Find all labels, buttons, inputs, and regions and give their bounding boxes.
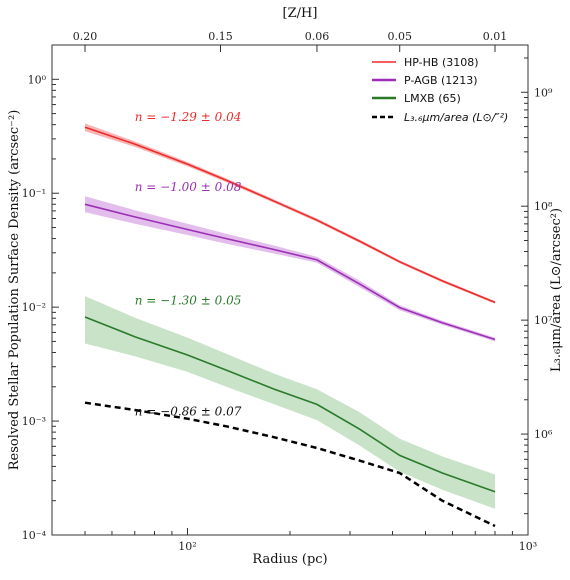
y2-tick-label: 10⁷: [534, 314, 553, 327]
slope-annotations: n = −1.29 ± 0.04 n = −1.00 ± 0.08 n = −1.3…: [135, 110, 242, 418]
top-tick-label: 0.15: [208, 30, 233, 43]
band-series-2: [85, 296, 495, 509]
y-tick-label: 10⁻⁴: [22, 529, 47, 542]
legend-label-lmxb: LMXB (65): [404, 92, 461, 105]
line-series-0: [84, 126, 496, 304]
legend-label-luminosity: L₃.₆μm/area (L⊙/″²): [404, 111, 508, 124]
slope-annotation-0: n = −1.29 ± 0.04: [135, 110, 242, 124]
top-axis-title: [Z/H]: [283, 6, 318, 21]
legend-label-p-agb: P-AGB (1213): [404, 74, 478, 87]
y2-axis-title: L₃.₆μm/area (L⊙/arcsec²): [549, 208, 564, 372]
y-tick-label: 10⁰: [28, 73, 47, 86]
x-tick-label: 10²: [178, 540, 196, 553]
line-series-2: [84, 316, 496, 493]
top-tick-label: 0.05: [387, 30, 412, 43]
y-axis-title: Resolved Stellar Population Surface Dens…: [7, 110, 22, 471]
legend-label-hp-hb: HP-HB (3108): [404, 56, 479, 69]
slope-annotation-2: n = −1.30 ± 0.05: [135, 294, 242, 308]
y-tick-label: 10⁻²: [22, 301, 46, 314]
line-series-1: [84, 203, 496, 341]
slope-annotation-3: n = −0.86 ± 0.07: [135, 404, 242, 418]
x-tick-label: 10³: [519, 540, 537, 553]
legend: HP-HB (3108) P-AGB (1213) LMXB (65) L₃.₆…: [372, 56, 508, 124]
band-series-1: [85, 196, 495, 342]
top-tick-label: 0.20: [73, 30, 98, 43]
top-tick-label: 0.01: [483, 30, 508, 43]
y2-tick-label: 10⁸: [534, 200, 553, 213]
x-axis-title: Radius (pc): [252, 552, 327, 567]
y-tick-label: 10⁻³: [22, 415, 46, 428]
y2-tick-label: 10⁹: [534, 86, 553, 99]
top-tick-label: 0.06: [305, 30, 330, 43]
axis-ticks: 10² 10³ 10⁰ 10⁻¹ 10⁻² 10⁻³ 10⁻⁴ 10⁹ 10⁸ 10⁷ 10⁶ 0.2…: [22, 30, 553, 553]
slope-annotation-1: n = −1.00 ± 0.08: [135, 180, 242, 194]
y2-tick-label: 10⁶: [534, 428, 553, 441]
y-tick-label: 10⁻¹: [22, 187, 46, 200]
series-lines: [84, 126, 496, 528]
line-series-3: [84, 401, 496, 528]
